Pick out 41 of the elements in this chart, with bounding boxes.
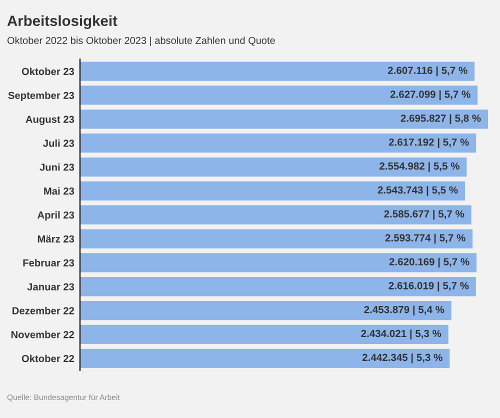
data-label: 2.695.827 | 5,8 % [400,114,481,124]
data-label: 2.607.116 | 5,7 % [388,66,468,76]
y-tick-label: August 23 [26,116,74,125]
y-tick-label: Dezember 22 [12,306,74,314]
bar [80,86,478,105]
y-tick-label: Juni 23 [40,163,74,171]
data-label: 2.434.021 | 5,3 % [361,330,442,340]
data-label: 2.442.345 | 5,3 % [362,354,442,364]
data-label: 2.543.743 | 5,5 % [378,186,458,196]
bar [80,300,452,320]
y-tick-label: Oktober 22 [22,354,74,362]
y-tick-label: Januar 23 [27,283,74,290]
bar [80,277,476,296]
data-label: 2.585.677 | 5,7 % [384,210,464,220]
data-label: 2.593.774 | 5,7 % [385,234,466,244]
bar [80,205,472,224]
y-tick-label: November 22 [11,330,74,338]
y-tick-label: März 23 [38,235,74,243]
bar [80,62,475,81]
y-tick-label: Februar 23 [23,259,74,266]
bar [80,134,476,153]
y-tick-label: April 23 [38,211,74,221]
data-label: 2.627.099 | 5,7 % [390,90,470,100]
bar [80,157,467,177]
bar [80,324,448,344]
y-tick-label: Juli 23 [43,139,74,147]
data-label: 2.616.019 | 5,7 % [388,282,469,292]
data-label: 2.453.879 | 5,4 % [364,306,444,316]
y-tick-label: Mai 23 [44,187,74,195]
data-label: 2.554.982 | 5,5 % [380,162,460,172]
y-tick-label: Oktober 23 [22,68,74,76]
chart-subtitle: Oktober 2022 bis Oktober 2023 | absolute Zahlen und Quote [7,36,275,46]
bar [80,229,473,248]
y-tick-label: September 23 [8,92,74,102]
data-label: 2.620.169 | 5,7 % [389,258,470,268]
bar [80,253,477,272]
bar [80,181,465,200]
data-label: 2.617.192 | 5,7 % [388,138,469,148]
chart-title: Arbeitslosigkeit [7,15,118,30]
bar [80,110,488,129]
bar [80,348,450,368]
